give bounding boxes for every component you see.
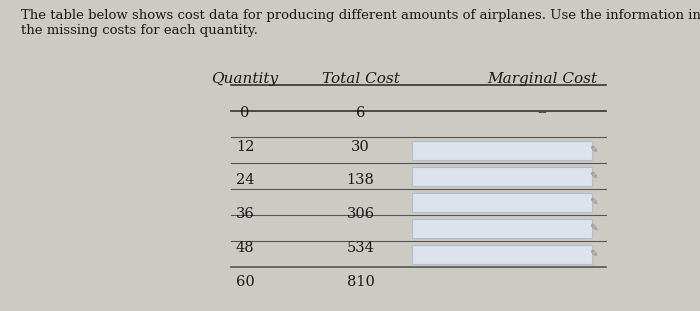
Bar	[412, 219, 592, 238]
Text: ✎: ✎	[589, 171, 598, 181]
Text: ✎: ✎	[589, 145, 598, 155]
Text: The table below shows cost data for producing different amounts of airplanes. Us: The table below shows cost data for prod…	[21, 9, 700, 37]
Text: 48: 48	[236, 241, 254, 255]
Text: ✎: ✎	[589, 223, 598, 233]
Text: Marginal Cost: Marginal Cost	[487, 72, 598, 86]
Text: Quantity: Quantity	[211, 72, 279, 86]
Text: --: --	[538, 106, 547, 120]
Bar	[412, 167, 592, 186]
Text: ✎: ✎	[589, 249, 598, 259]
Text: 60: 60	[236, 275, 254, 289]
Text: 6: 6	[356, 106, 365, 120]
Text: ✎: ✎	[589, 197, 598, 207]
Text: 30: 30	[351, 140, 370, 154]
Text: Total Cost: Total Cost	[321, 72, 400, 86]
Text: 36: 36	[236, 207, 254, 221]
Text: 24: 24	[236, 173, 254, 188]
Text: 810: 810	[346, 275, 374, 289]
Text: 306: 306	[346, 207, 374, 221]
Text: 534: 534	[346, 241, 374, 255]
Text: 12: 12	[236, 140, 254, 154]
Bar	[412, 245, 592, 264]
Text: 138: 138	[346, 173, 374, 188]
Bar	[412, 141, 592, 160]
Bar	[412, 193, 592, 211]
Text: 0: 0	[240, 106, 250, 120]
